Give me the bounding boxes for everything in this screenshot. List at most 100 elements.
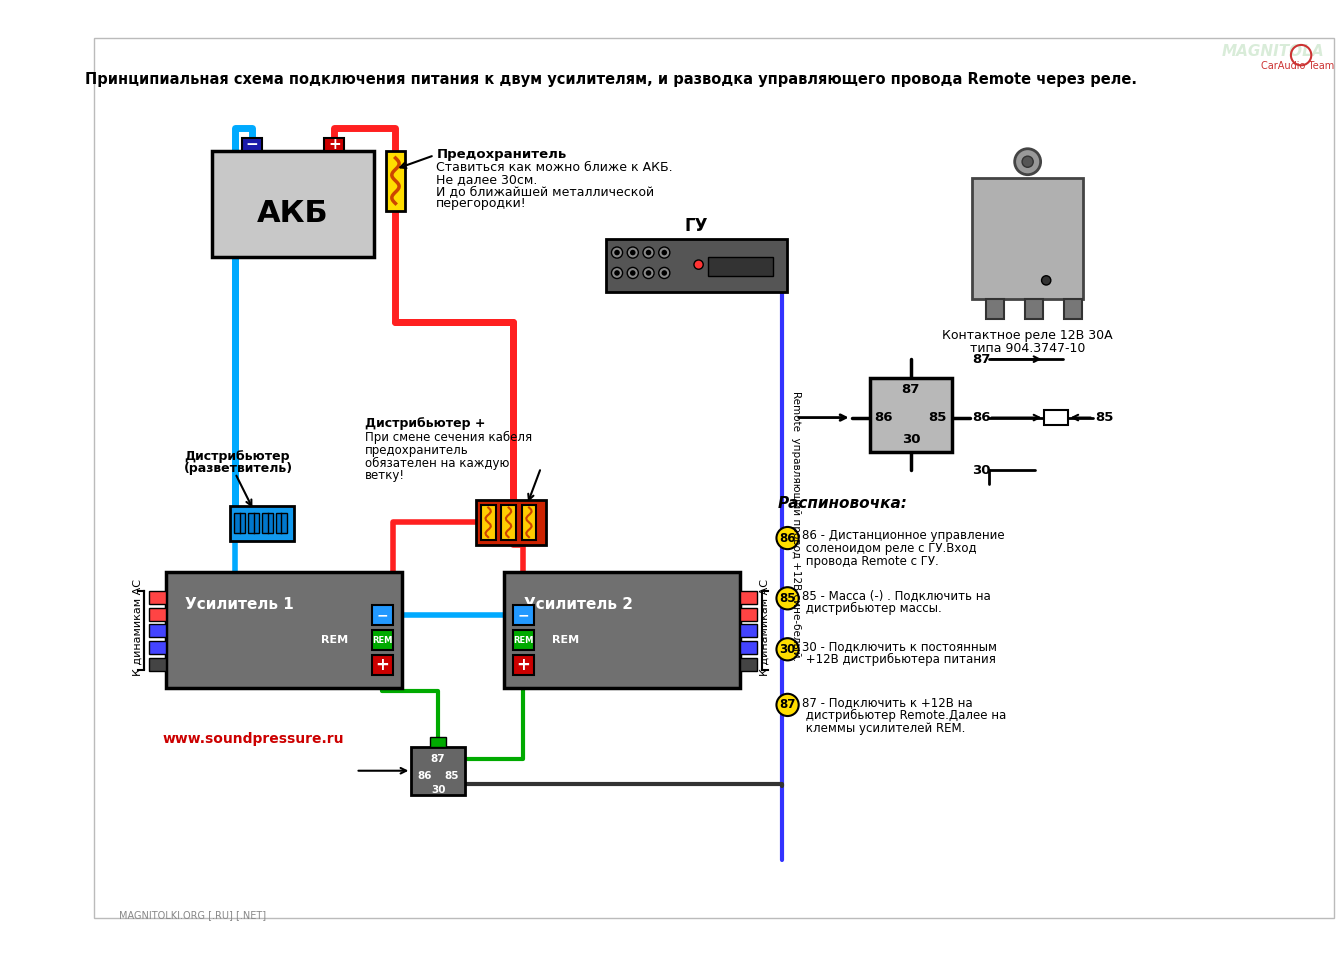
Circle shape (642, 247, 655, 258)
Bar (501, 505, 516, 540)
Bar (1064, 299, 1082, 319)
Text: MAGNITOLA: MAGNITOLA (1222, 44, 1325, 59)
Bar (1025, 299, 1043, 319)
Text: 87 - Подключить к +12В на: 87 - Подключить к +12В на (802, 696, 973, 708)
Bar (986, 299, 1004, 319)
Text: 86: 86 (417, 771, 431, 781)
Bar (249, 513, 259, 533)
Circle shape (777, 587, 798, 609)
Text: 87: 87 (431, 753, 445, 764)
Circle shape (628, 247, 638, 258)
Text: провода Remote с ГУ.: провода Remote с ГУ. (802, 554, 939, 568)
Bar (504, 573, 741, 688)
Text: +12В дистрибьютера питания: +12В дистрибьютера питания (802, 653, 996, 666)
Text: 30: 30 (780, 642, 796, 656)
Text: +: + (328, 137, 340, 152)
Circle shape (612, 268, 622, 278)
Bar (741, 658, 757, 670)
Text: перегородки!: перегородки! (437, 197, 527, 210)
Text: MAGNITOLKI.ORG [.RU] [.NET]: MAGNITOLKI.ORG [.RU] [.NET] (120, 910, 266, 921)
Text: 87: 87 (972, 353, 991, 365)
Text: 86: 86 (780, 532, 796, 545)
Circle shape (645, 250, 652, 255)
Bar (741, 641, 757, 654)
Text: www.soundpressure.ru: www.soundpressure.ru (163, 732, 344, 747)
Bar (972, 179, 1083, 299)
Bar (372, 630, 392, 650)
Text: ГУ: ГУ (684, 217, 708, 234)
Circle shape (642, 268, 655, 278)
Bar (212, 151, 374, 257)
Text: REM: REM (372, 636, 392, 644)
Text: Remote  управляющий провод +12В сине-белый.: Remote управляющий провод +12В сине-белы… (792, 391, 801, 661)
Circle shape (661, 271, 667, 275)
Text: +: + (516, 656, 531, 674)
Bar (513, 605, 534, 625)
Circle shape (659, 268, 669, 278)
Bar (149, 608, 165, 620)
Text: К динамикам АС: К динамикам АС (759, 579, 769, 677)
Text: предохранитель: предохранитель (364, 445, 469, 457)
Bar (386, 151, 405, 211)
Bar (513, 655, 534, 675)
Text: Принципиальная схема подключения питания к двум усилителям, и разводка управляющ: Принципиальная схема подключения питания… (85, 72, 1137, 87)
Circle shape (777, 694, 798, 716)
Text: Дистрибьютер +: Дистрибьютер + (364, 417, 485, 429)
Text: обязателен на каждую: обязателен на каждую (364, 457, 509, 469)
Bar (324, 138, 344, 151)
Bar (741, 591, 757, 604)
Text: 30: 30 (902, 433, 921, 446)
Bar (149, 624, 165, 638)
Circle shape (628, 268, 638, 278)
Bar (149, 641, 165, 654)
Text: REM: REM (513, 636, 534, 644)
Bar (149, 658, 165, 670)
Bar (1044, 410, 1067, 425)
Circle shape (694, 260, 703, 270)
Text: Предохранитель: Предохранитель (437, 148, 567, 161)
Text: 85: 85 (1095, 411, 1114, 424)
Text: CarAudio Team: CarAudio Team (1261, 61, 1335, 72)
Circle shape (630, 250, 636, 255)
Text: типа 904.3747-10: типа 904.3747-10 (970, 342, 1086, 356)
Text: соленоидом реле с ГУ.Вход: соленоидом реле с ГУ.Вход (802, 542, 977, 554)
Text: Ставиться как можно ближе к АКБ.: Ставиться как можно ближе к АКБ. (437, 161, 673, 174)
Text: дистрибьютер массы.: дистрибьютер массы. (802, 602, 942, 615)
Circle shape (612, 247, 622, 258)
Bar (234, 513, 246, 533)
Bar (411, 747, 465, 794)
Circle shape (659, 247, 669, 258)
Text: −: − (517, 608, 530, 622)
Bar (276, 513, 288, 533)
Text: 87: 87 (902, 383, 921, 396)
Text: 30 - Подключить к постоянным: 30 - Подключить к постоянным (802, 640, 997, 653)
Text: Дистрибьютер: Дистрибьютер (184, 450, 290, 463)
Bar (741, 608, 757, 620)
Text: −: − (246, 137, 258, 152)
Circle shape (661, 250, 667, 255)
Text: 30: 30 (431, 785, 445, 795)
Circle shape (1042, 275, 1051, 285)
Circle shape (630, 271, 636, 275)
Text: К динамикам АС: К динамикам АС (133, 579, 142, 677)
Text: дистрибьютер Remote.Далее на: дистрибьютер Remote.Далее на (802, 708, 1007, 722)
Text: 86: 86 (875, 411, 894, 424)
Circle shape (1015, 149, 1040, 175)
Text: При смене сечения кабеля: При смене сечения кабеля (364, 430, 532, 444)
Text: Контактное реле 12В 30А: Контактное реле 12В 30А (942, 330, 1113, 342)
Bar (481, 505, 496, 540)
Bar (165, 573, 402, 688)
Bar (372, 655, 392, 675)
Text: И до ближайшей металлической: И до ближайшей металлической (437, 185, 655, 198)
Text: REM: REM (552, 635, 579, 645)
Text: Усилитель 1: Усилитель 1 (185, 598, 294, 612)
Bar (606, 239, 786, 293)
Bar (521, 505, 536, 540)
Text: (разветвитель): (разветвитель) (184, 462, 293, 475)
Text: 30: 30 (972, 464, 991, 477)
Bar (513, 630, 534, 650)
Text: клеммы усилителей REM.: клеммы усилителей REM. (802, 722, 966, 734)
Circle shape (1021, 156, 1034, 167)
Text: −: − (376, 608, 388, 622)
Bar (741, 624, 757, 638)
